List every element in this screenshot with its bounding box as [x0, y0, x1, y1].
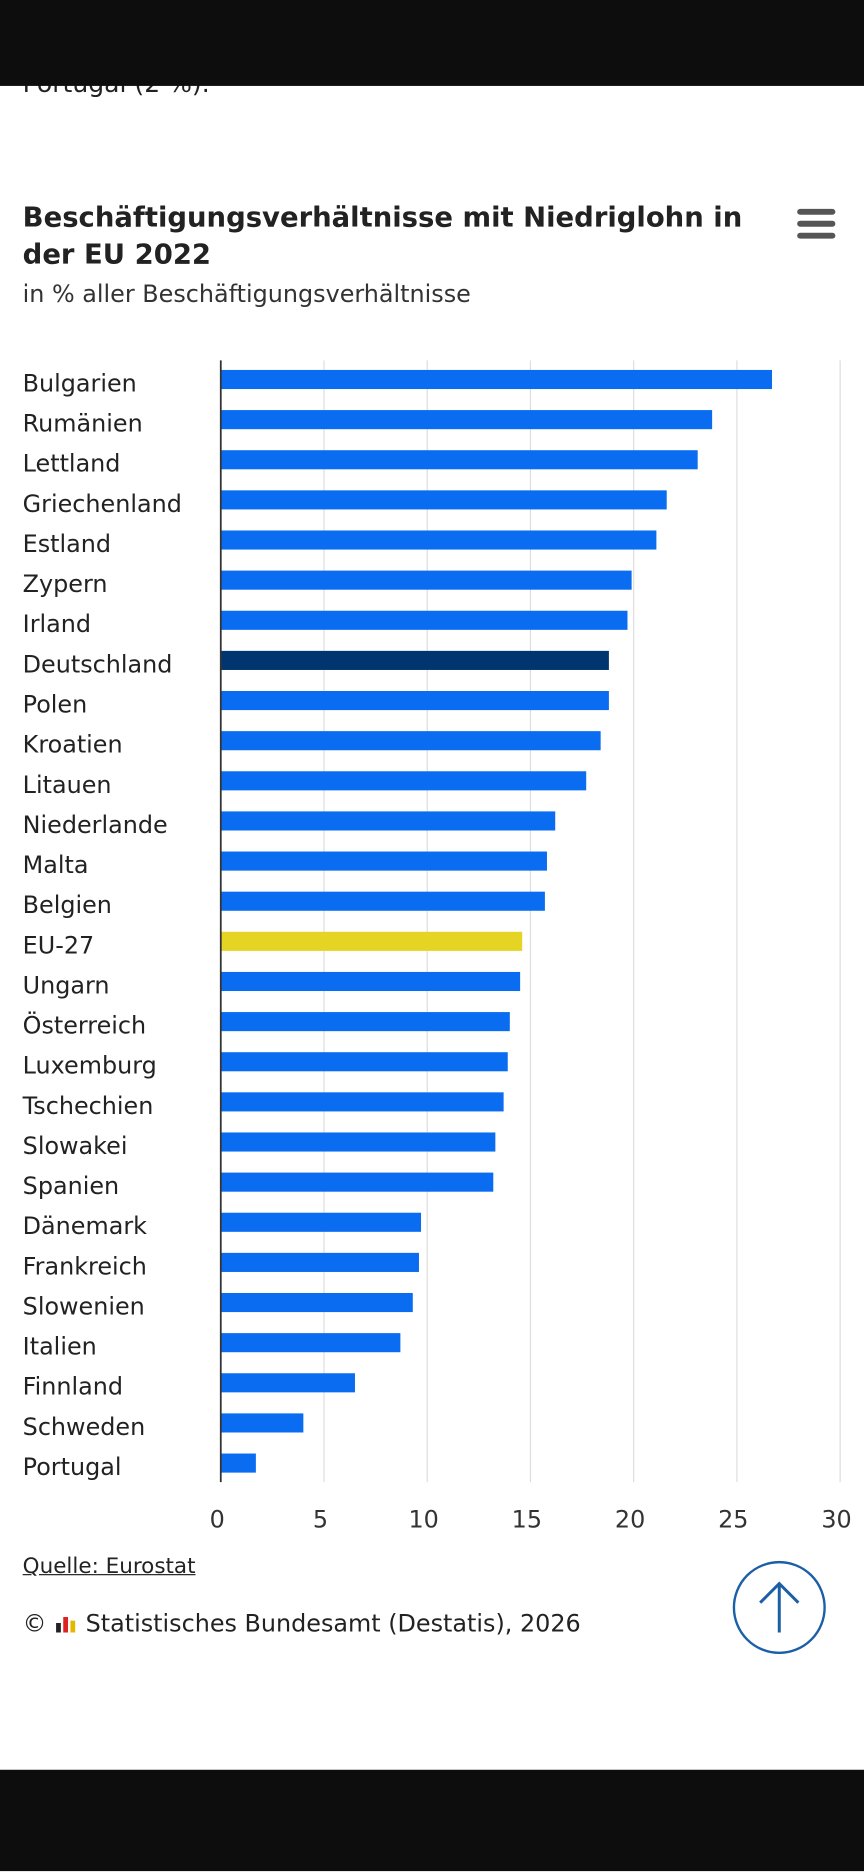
chart-subtitle: in % aller Beschäftigungsverhältnisse — [22, 279, 471, 308]
y-tick-label: Bulgarien — [23, 369, 137, 397]
logo — [56, 1617, 76, 1633]
x-tick-label: 25 — [718, 1506, 748, 1534]
bar — [220, 811, 556, 831]
y-tick-label: Zypern — [23, 570, 108, 598]
bar — [220, 691, 609, 711]
y-tick-label: Lettland — [23, 450, 121, 478]
x-tick-label: 5 — [313, 1506, 328, 1534]
bar — [220, 610, 628, 630]
bar — [220, 1413, 304, 1433]
y-tick-label: Slowenien — [23, 1292, 145, 1320]
bar — [220, 369, 773, 390]
y-tick-label: Finnland — [23, 1373, 123, 1401]
bar — [220, 1292, 413, 1313]
bar — [220, 1092, 504, 1112]
bar — [220, 450, 698, 470]
bar — [220, 650, 609, 670]
y-tick-label: Niederlande — [23, 811, 168, 839]
bar — [220, 1453, 256, 1473]
x-tick-label: 30 — [821, 1506, 851, 1534]
y-tick-label: Schweden — [23, 1413, 146, 1441]
y-tick-label: Rumänien — [23, 410, 143, 438]
bar — [220, 1012, 510, 1032]
y-tick-label: Luxemburg — [23, 1052, 157, 1080]
bar — [220, 1212, 422, 1232]
y-tick-label: EU-27 — [23, 931, 95, 959]
copyright: © Statistisches Bundesamt (Destatis), 20… — [23, 1609, 581, 1638]
y-tick-label: Österreich — [23, 1012, 146, 1040]
x-tick-label: 10 — [408, 1506, 438, 1534]
y-tick-label: Ungarn — [23, 971, 110, 999]
scroll-top-button[interactable] — [732, 1560, 826, 1655]
bar — [220, 1172, 494, 1192]
bar — [220, 490, 667, 510]
y-tick-label: Italien — [23, 1333, 97, 1361]
x-tick-label: 0 — [210, 1506, 225, 1534]
copyright-text: Statistisches Bundesamt (Destatis), 2026 — [85, 1608, 581, 1638]
y-tick-label: Irland — [23, 610, 91, 638]
bar — [220, 731, 601, 751]
bar — [220, 530, 657, 550]
bar — [220, 931, 523, 951]
bar — [220, 570, 632, 590]
menu-icon[interactable] — [797, 208, 836, 239]
bar — [220, 410, 713, 430]
status-bar — [0, 0, 864, 86]
y-tick-label: Polen — [23, 690, 88, 718]
chart-title: Beschäftigungsverhältnisse mit Niedriglo… — [22, 202, 743, 271]
y-tick-label: Frankreich — [23, 1252, 147, 1280]
bar — [220, 891, 545, 911]
y-tick-label: Spanien — [23, 1172, 119, 1200]
y-tick-label: Malta — [23, 851, 89, 879]
bar — [220, 1333, 401, 1353]
bar — [220, 851, 547, 871]
bar — [220, 1132, 496, 1152]
bar — [220, 1252, 419, 1272]
y-tick-label: Deutschland — [23, 650, 173, 678]
x-tick-label: 20 — [615, 1506, 645, 1534]
source-link[interactable]: Quelle: Eurostat — [22, 1553, 196, 1579]
y-tick-label: Estland — [23, 530, 111, 558]
y-tick-label: Tschechien — [22, 1092, 154, 1120]
y-tick-label: Slowakei — [23, 1132, 128, 1160]
copyright-symbol: © — [22, 1608, 47, 1638]
bar — [220, 1052, 508, 1072]
y-tick-label: Belgien — [23, 891, 112, 919]
y-tick-label: Kroatien — [23, 731, 123, 759]
y-tick-label: Griechenland — [23, 490, 182, 518]
bar — [220, 771, 587, 791]
x-tick-label: 15 — [512, 1506, 542, 1534]
y-tick-label: Portugal — [23, 1453, 122, 1481]
bar — [220, 1373, 355, 1393]
nav-bar — [0, 1769, 864, 1872]
bar — [220, 971, 521, 992]
y-tick-label: Litauen — [23, 771, 112, 799]
y-tick-label: Dänemark — [23, 1212, 147, 1240]
